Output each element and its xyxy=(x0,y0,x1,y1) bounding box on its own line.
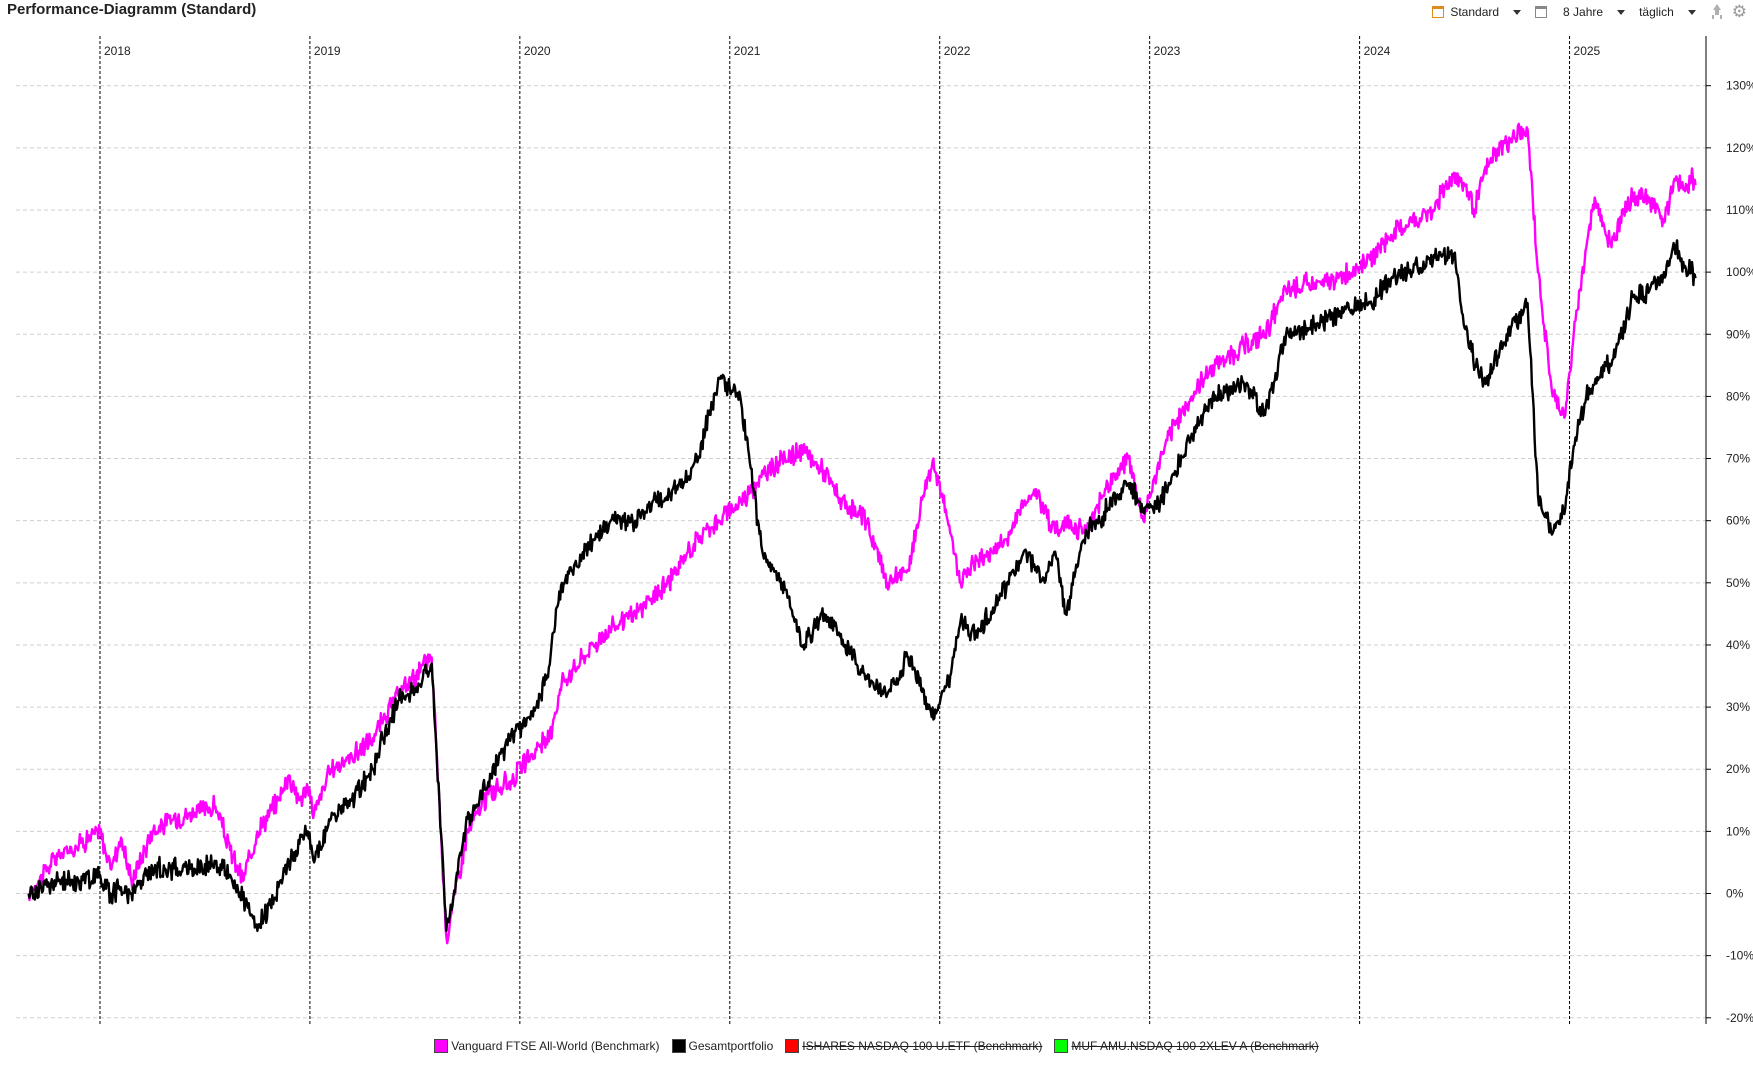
legend-label: Gesamtportfolio xyxy=(688,1039,774,1053)
export-button[interactable] xyxy=(1710,4,1732,20)
year-label: 2024 xyxy=(1364,44,1391,58)
date-range-icon xyxy=(1535,6,1548,18)
year-label: 2023 xyxy=(1154,44,1181,58)
y-tick-label: 40% xyxy=(1726,638,1750,652)
y-tick-label: 70% xyxy=(1726,452,1750,466)
toolbar: Standard 8 Jahre täglich ⚙ xyxy=(1432,3,1747,21)
legend-item-ishares[interactable]: ISHARES NASDAQ 100 U.ETF (Benchmark) xyxy=(785,1039,1042,1053)
legend-label: ISHARES NASDAQ 100 U.ETF (Benchmark) xyxy=(802,1039,1043,1053)
legend-swatch xyxy=(671,1039,686,1053)
y-tick-label: 120% xyxy=(1726,141,1753,155)
legend-item-vanguard[interactable]: Vanguard FTSE All-World (Benchmark) xyxy=(434,1039,660,1053)
chart-legend: Vanguard FTSE All-World (Benchmark) Gesa… xyxy=(0,1039,1753,1053)
range-dropdown-label: 8 Jahre xyxy=(1563,5,1604,19)
y-tick-label: 90% xyxy=(1726,327,1750,341)
year-label: 2025 xyxy=(1574,44,1601,58)
year-label: 2021 xyxy=(734,44,761,58)
range-dropdown[interactable]: 8 Jahre xyxy=(1535,5,1639,19)
y-tick-label: 80% xyxy=(1726,389,1750,403)
y-tick-label: 110% xyxy=(1726,203,1753,217)
interval-dropdown[interactable]: täglich xyxy=(1639,5,1710,19)
view-dropdown-label: Standard xyxy=(1450,5,1500,19)
legend-label: MUF AMU.NSDAQ 100 2XLEV A (Benchmark) xyxy=(1071,1039,1319,1053)
legend-swatch xyxy=(1054,1039,1069,1053)
y-axis: -20% -10% 0% 10% 20% 30% 40% 50% 60% 70% 80% 90% 100… xyxy=(1705,36,1753,1025)
y-tick-label: 30% xyxy=(1726,700,1750,714)
interval-dropdown-label: täglich xyxy=(1639,5,1674,19)
y-tick-label: 60% xyxy=(1726,514,1750,528)
series-line-vanguard xyxy=(27,122,1697,945)
horizontal-gridlines xyxy=(16,85,1706,1019)
series-lines xyxy=(27,122,1697,945)
year-label: 2022 xyxy=(944,44,971,58)
year-gridlines xyxy=(99,36,1571,1024)
view-dropdown[interactable]: Standard xyxy=(1432,5,1535,19)
y-tick-label: 20% xyxy=(1726,762,1750,776)
settings-button[interactable]: ⚙ xyxy=(1731,2,1747,21)
y-tick-label: 10% xyxy=(1726,824,1750,838)
y-tick-label: 0% xyxy=(1726,887,1744,901)
legend-swatch xyxy=(785,1039,800,1053)
legend-swatch xyxy=(434,1039,449,1053)
calendar-icon xyxy=(1432,6,1445,18)
y-tick-label: 130% xyxy=(1726,79,1753,93)
chevron-down-icon xyxy=(1513,9,1522,15)
y-tick-label: -20% xyxy=(1726,1011,1753,1025)
performance-chart: 2018 2019 2020 2021 2022 2023 2024 2025 -20% -10… xyxy=(16,36,1753,1025)
gear-icon: ⚙ xyxy=(1731,2,1747,21)
page-title: Performance-Diagramm (Standard) xyxy=(7,1,257,18)
chevron-down-icon xyxy=(1687,9,1696,15)
y-tick-label: -10% xyxy=(1726,949,1753,963)
legend-label: Vanguard FTSE All-World (Benchmark) xyxy=(451,1039,660,1053)
series-line-gesamtportfolio xyxy=(27,239,1697,932)
year-labels: 2018 2019 2020 2021 2022 2023 2024 2025 xyxy=(104,44,1601,58)
legend-item-gesamtportfolio[interactable]: Gesamtportfolio xyxy=(671,1039,774,1053)
title-bar: Performance-Diagramm (Standard) Standard… xyxy=(0,0,1753,22)
year-label: 2020 xyxy=(524,44,551,58)
legend-item-amundi[interactable]: MUF AMU.NSDAQ 100 2XLEV A (Benchmark) xyxy=(1054,1039,1319,1053)
year-label: 2019 xyxy=(314,44,341,58)
export-icon xyxy=(1710,4,1724,20)
y-tick-label: 100% xyxy=(1726,265,1753,279)
year-label: 2018 xyxy=(104,44,131,58)
y-tick-label: 50% xyxy=(1726,576,1750,590)
chevron-down-icon xyxy=(1617,9,1626,15)
